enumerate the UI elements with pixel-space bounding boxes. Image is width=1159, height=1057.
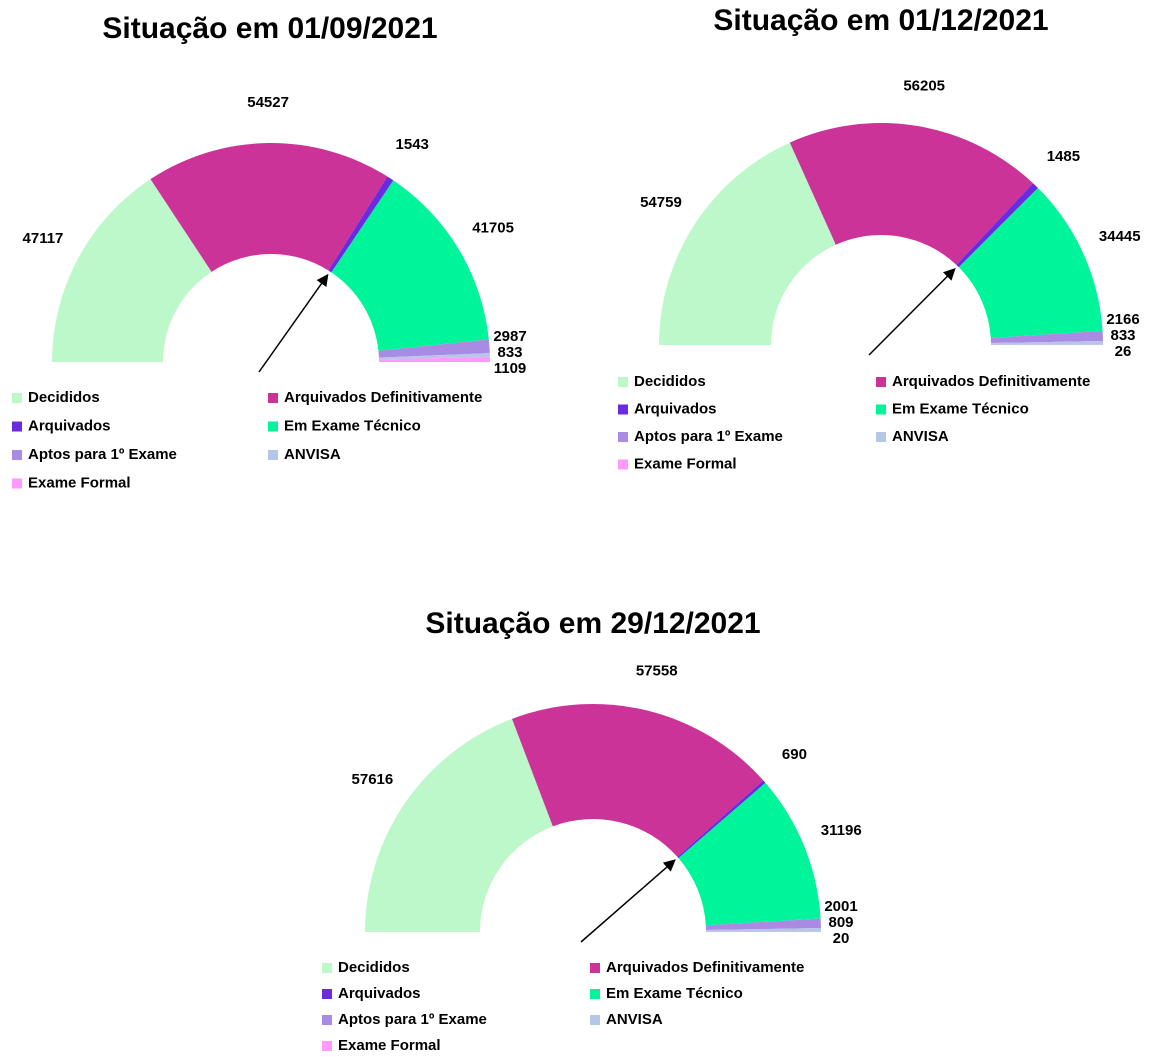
data-label: 2987 bbox=[493, 328, 526, 345]
arrow bbox=[868, 268, 956, 356]
legend-swatch bbox=[590, 963, 600, 973]
legend-label: Em Exame Técnico bbox=[284, 417, 421, 434]
legend-swatch bbox=[322, 1015, 332, 1025]
chart-title: Situação em 29/12/2021 bbox=[425, 607, 760, 640]
legend-label: Arquivados Definitivamente bbox=[606, 959, 804, 976]
data-label: 54527 bbox=[247, 94, 289, 111]
slice bbox=[678, 782, 821, 926]
slice bbox=[511, 704, 764, 857]
slice bbox=[789, 123, 1034, 265]
chart-title: Situação em 01/12/2021 bbox=[713, 4, 1048, 37]
data-label: 47117 bbox=[23, 230, 64, 247]
data-label: 2166 bbox=[1106, 311, 1139, 328]
legend-label: Decididos bbox=[634, 373, 706, 390]
data-label: 833 bbox=[497, 344, 522, 361]
slice bbox=[378, 353, 490, 360]
legend-label: Decididos bbox=[338, 959, 410, 976]
legend-swatch bbox=[268, 393, 278, 403]
legend-swatch bbox=[876, 432, 886, 442]
legend-swatch bbox=[590, 1015, 600, 1025]
legend-label: Arquivados Definitivamente bbox=[284, 389, 482, 406]
slice bbox=[958, 188, 1103, 339]
chart-title: Situação em 01/09/2021 bbox=[102, 12, 437, 45]
data-label: 57616 bbox=[352, 771, 394, 788]
legend-swatch bbox=[12, 478, 22, 489]
legend-swatch bbox=[12, 450, 22, 460]
legend-label: Decididos bbox=[28, 389, 100, 406]
legend-label: Exame Formal bbox=[28, 474, 131, 491]
data-label: 34445 bbox=[1099, 228, 1141, 245]
legend-swatch bbox=[12, 393, 22, 403]
data-label: 26 bbox=[1115, 343, 1132, 360]
arrow bbox=[580, 859, 676, 943]
legend-label: Em Exame Técnico bbox=[606, 985, 743, 1002]
data-label: 20 bbox=[833, 930, 850, 947]
legend-label: ANVISA bbox=[284, 446, 341, 463]
slice bbox=[365, 718, 553, 932]
data-label: 2001 bbox=[824, 898, 857, 915]
legend-swatch bbox=[876, 404, 886, 415]
legend-label: Exame Formal bbox=[338, 1037, 441, 1054]
data-label: 1109 bbox=[494, 360, 527, 377]
legend-label: ANVISA bbox=[892, 428, 949, 445]
legend-label: Em Exame Técnico bbox=[892, 400, 1029, 417]
legend-label: Aptos para 1º Exame bbox=[28, 446, 177, 463]
legend-label: Aptos para 1º Exame bbox=[634, 428, 783, 445]
data-label: 57558 bbox=[636, 663, 678, 680]
slice bbox=[331, 180, 489, 351]
slice bbox=[705, 928, 821, 932]
arrow bbox=[258, 273, 329, 373]
legend-label: Exame Formal bbox=[634, 455, 737, 472]
data-label: 56205 bbox=[903, 78, 945, 95]
legend-label: Arquivados Definitivamente bbox=[892, 373, 1090, 390]
legend-swatch bbox=[322, 1041, 332, 1051]
legend-swatch bbox=[618, 432, 628, 442]
legend-swatch bbox=[590, 989, 600, 999]
slice bbox=[378, 339, 490, 358]
legend-swatch bbox=[322, 989, 332, 999]
slice bbox=[659, 142, 836, 345]
data-label: 1485 bbox=[1047, 148, 1080, 165]
data-label: 690 bbox=[782, 746, 807, 763]
data-label: 1543 bbox=[396, 136, 429, 153]
legend-label: Arquivados bbox=[338, 985, 421, 1002]
slice bbox=[990, 341, 1103, 345]
legend-label: Arquivados bbox=[28, 417, 111, 434]
slice bbox=[150, 143, 388, 272]
slice bbox=[328, 176, 394, 273]
slice bbox=[677, 780, 766, 859]
slice bbox=[378, 356, 490, 362]
legend-swatch bbox=[268, 421, 278, 432]
legend-swatch bbox=[876, 377, 886, 387]
slice bbox=[956, 183, 1039, 268]
legend-label: ANVISA bbox=[606, 1011, 663, 1028]
data-label: 31196 bbox=[821, 822, 862, 839]
legend-label: Arquivados bbox=[634, 400, 717, 417]
legend-swatch bbox=[618, 404, 628, 415]
legend-swatch bbox=[12, 421, 22, 432]
data-label: 54759 bbox=[640, 194, 682, 211]
data-label: 833 bbox=[1110, 327, 1135, 344]
legend-label: Aptos para 1º Exame bbox=[338, 1011, 487, 1028]
slice bbox=[52, 179, 212, 362]
data-label: 41705 bbox=[472, 220, 514, 237]
legend-swatch bbox=[618, 377, 628, 387]
legend-swatch bbox=[618, 459, 628, 470]
legend-swatch bbox=[322, 963, 332, 973]
slice bbox=[990, 330, 1103, 344]
legend-swatch bbox=[268, 450, 278, 460]
data-label: 809 bbox=[828, 914, 853, 931]
slice bbox=[705, 918, 821, 931]
